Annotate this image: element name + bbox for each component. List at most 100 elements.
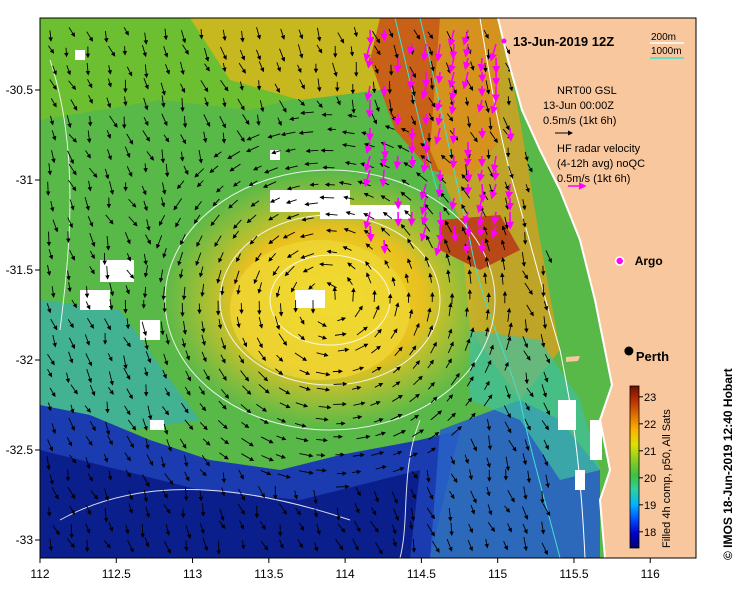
gsl-arrow — [316, 352, 329, 357]
gsl-arrow — [162, 406, 170, 416]
colorbar: 18 19 20 21 22 23 Filled 4h comp, p50, All Sa… — [629, 385, 673, 549]
gsl-arrow — [365, 261, 372, 270]
hf-arrow — [448, 57, 456, 74]
argo-label: Argo — [635, 254, 663, 268]
gsl-arrow — [469, 362, 475, 371]
gsl-arrow — [326, 228, 337, 233]
gsl-arrow — [165, 524, 171, 536]
hf-arrow — [393, 155, 402, 170]
gsl-arrow — [108, 521, 114, 532]
gsl-arrow — [445, 358, 452, 369]
gsl-arrow — [221, 389, 230, 399]
gsl-arrow — [52, 219, 59, 233]
gsl-arrow — [238, 62, 246, 74]
gsl-arrow — [426, 235, 434, 249]
gsl-arrow — [483, 226, 488, 235]
gsl-arrow — [504, 361, 509, 371]
gsl-arrow — [380, 195, 391, 202]
gsl-arrow — [483, 394, 493, 407]
gsl-arrow — [545, 474, 550, 489]
hf-arrow — [366, 225, 375, 243]
hf-arrow — [420, 211, 429, 226]
gsl-arrow — [163, 28, 168, 41]
gsl-arrow — [240, 540, 246, 550]
gsl-arrow — [440, 154, 451, 164]
gsl-arrow — [335, 538, 344, 551]
gsl-arrow — [522, 270, 529, 280]
coastline — [497, 18, 614, 558]
gsl-arrow — [238, 469, 244, 480]
gsl-arrow — [407, 258, 413, 269]
gsl-arrow — [450, 456, 455, 465]
gsl-arrow — [384, 125, 395, 130]
map-plot-area — [40, 18, 696, 558]
gsl-arrow — [369, 520, 379, 533]
gsl-arrow — [85, 353, 93, 367]
gsl-arrow — [371, 366, 382, 373]
gsl-arrow — [280, 131, 296, 137]
gsl-arrow — [464, 338, 471, 351]
gsl-arrow — [542, 454, 549, 467]
gsl-arrow — [68, 163, 77, 176]
gsl-arrow — [50, 286, 56, 298]
gsl-arrow — [264, 167, 278, 174]
gsl-arrow — [432, 540, 440, 553]
gsl-arrow — [181, 402, 189, 414]
gsl-arrow — [126, 166, 133, 178]
gsl-arrow — [212, 198, 220, 207]
gsl-arrow — [299, 79, 305, 90]
gsl-arrow — [523, 486, 528, 500]
gsl-arrow — [394, 346, 403, 357]
gsl-arrow — [526, 387, 534, 398]
gsl-arrow — [301, 217, 314, 222]
gsl-arrow — [204, 47, 210, 62]
gsl-arrow — [447, 341, 454, 354]
gsl-arrow — [446, 394, 454, 402]
gsl-arrow — [374, 490, 380, 503]
gsl-arrow — [521, 199, 527, 211]
gsl-arrow — [163, 504, 171, 514]
gsl-arrow — [392, 538, 397, 548]
gsl-arrow — [142, 286, 148, 299]
gsl-arrow — [52, 334, 57, 348]
gsl-arrow — [277, 473, 291, 479]
gsl-arrow — [500, 239, 506, 251]
gsl-arrow — [64, 47, 69, 58]
gsl-arrow — [220, 80, 229, 92]
gsl-arrow — [424, 203, 434, 215]
gsl-arrow — [393, 508, 399, 522]
gsl-arrow — [89, 250, 95, 260]
gsl-arrow — [194, 214, 201, 224]
gsl-arrow — [338, 180, 352, 186]
gsl-arrow — [250, 200, 260, 207]
gsl-arrow — [221, 132, 227, 144]
gsl-arrow — [108, 371, 114, 386]
gsl-arrow — [128, 198, 137, 208]
gsl-arrow — [347, 276, 353, 285]
gsl-arrow — [179, 151, 185, 162]
x-tick-label: 112.5 — [102, 567, 131, 581]
gsl-arrow — [375, 431, 386, 437]
gsl-arrow — [246, 145, 259, 153]
hf-arrow — [419, 225, 428, 242]
gsl-arrow — [156, 235, 163, 249]
gsl-arrow — [315, 417, 329, 422]
gsl-arrow — [164, 163, 170, 178]
gsl-arrow — [48, 45, 55, 54]
gsl-arrow — [277, 418, 287, 423]
gsl-arrow — [161, 182, 167, 195]
gsl-arrow — [427, 359, 434, 369]
gsl-arrow — [87, 473, 93, 482]
gsl-arrow — [258, 316, 264, 329]
y-tick-label: -31 — [16, 173, 34, 187]
gsl-arrow — [464, 97, 470, 107]
gsl-arrow — [85, 150, 91, 159]
gsl-arrow — [184, 419, 194, 431]
gsl-arrow — [392, 394, 403, 402]
gsl-arrow — [253, 165, 262, 171]
gsl-arrow — [261, 455, 274, 462]
gsl-arrow — [144, 337, 149, 351]
gsl-arrow — [126, 66, 133, 77]
gsl-arrow — [275, 286, 281, 298]
gsl-arrow — [404, 273, 410, 283]
